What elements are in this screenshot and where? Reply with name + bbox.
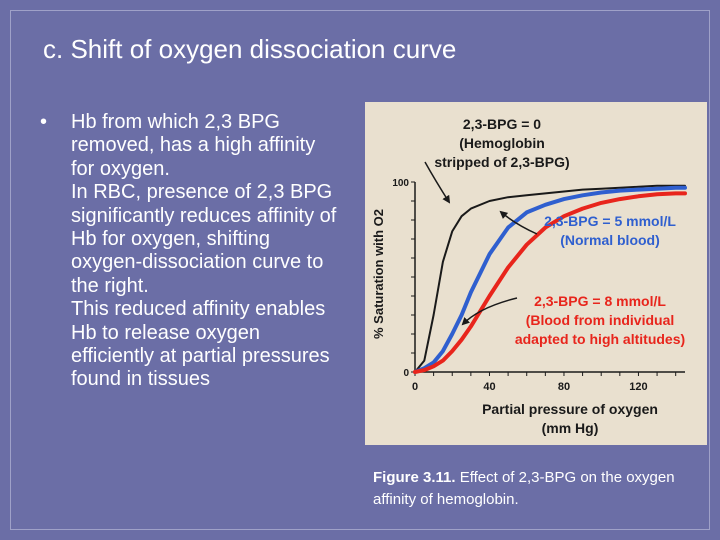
series-line — [414, 184, 686, 373]
bullet-paragraph: In RBC, presence of 2,3 BPG significantl… — [71, 181, 337, 297]
caption-text: Effect of 2,3-BPG on the oxygen affinity… — [373, 469, 675, 508]
x-tick-label: 120 — [629, 381, 647, 393]
annotation-label: 2,3-BPG = 0 — [463, 116, 541, 132]
slide-title: c. Shift of oxygen dissociation curve — [43, 34, 457, 64]
annotations: 2,3-BPG = 0 (Hemoglobin stripped of 2,3-BP… — [424, 116, 685, 347]
annotation-label: 2,3-BPG = 5 mmol/L — [544, 213, 676, 229]
arrow-bpg5 — [499, 210, 538, 235]
bullet-list: • Hb from which 2,3 BPG removed, has a h… — [40, 111, 340, 392]
series-line — [413, 185, 687, 374]
annotation-label: 2,3-BPG = 8 mmol/L — [534, 293, 666, 309]
x-tick-label: 40 — [483, 381, 495, 393]
annotation-label: (Blood from individual — [526, 312, 675, 328]
bullet-paragraph: Hb from which 2,3 BPG removed, has a hig… — [71, 111, 316, 180]
slide-frame — [10, 10, 710, 530]
annotation-label: stripped of 2,3-BPG) — [434, 154, 569, 170]
oxygen-dissociation-chart: 0 100 0 40 80 120 Partial pressure of oxygen (m… — [365, 102, 707, 445]
y-tick-label: 100 — [392, 178, 409, 189]
y-axis-label: % Saturation with O2 — [371, 209, 386, 339]
annotation-label: (Hemoglobin — [459, 135, 545, 151]
x-axis-label: Partial pressure of oxygen — [482, 401, 658, 417]
x-tick-label: 80 — [558, 381, 570, 393]
series-lines — [413, 184, 687, 374]
y-tick-label: 0 — [403, 368, 409, 379]
arrow-bpg0 — [424, 161, 451, 204]
bullet-symbol: • — [40, 111, 48, 133]
bullet-paragraph: This reduced affinity enables Hb to rele… — [71, 298, 330, 391]
series-line — [413, 191, 687, 374]
annotation-label: (Normal blood) — [560, 232, 660, 248]
figure-caption: Figure 3.11. Effect of 2,3-BPG on the ox… — [373, 467, 693, 511]
caption-label: Figure 3.11. — [373, 469, 456, 486]
annotation-label: adapted to high altitudes) — [515, 331, 685, 347]
x-tick-label: 0 — [412, 381, 418, 393]
figure-panel: 0 100 0 40 80 120 Partial pressure of oxygen (m… — [365, 102, 707, 445]
x-axis-label: (mm Hg) — [542, 420, 599, 436]
axes: 0 100 0 40 80 120 Partial pressure of oxygen (m… — [371, 178, 685, 436]
bullet-text: Hb from which 2,3 BPG removed, has a hig… — [71, 111, 340, 392]
arrow-bpg8 — [461, 297, 518, 326]
